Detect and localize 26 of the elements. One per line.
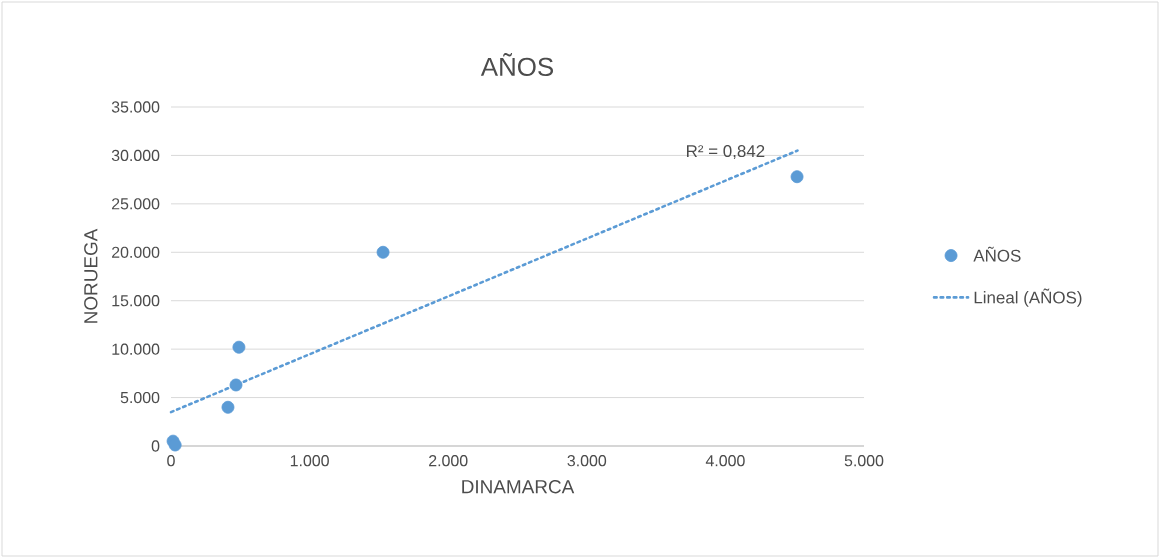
legend-label: Lineal (AÑOS)	[974, 288, 1082, 307]
x-tick-label: 0	[167, 455, 175, 467]
x-tick-label: 4.000	[705, 455, 745, 467]
x-axis-title: DINAMARCA	[462, 480, 575, 494]
point	[168, 438, 182, 452]
x-tick-label: 1.000	[290, 455, 329, 467]
y-axis-title: NORUEGA	[84, 228, 98, 323]
x-tick-label: 3.000	[567, 455, 607, 467]
chart-title: AÑOS	[480, 53, 554, 76]
point	[376, 245, 390, 259]
y-tick-label: 15.000	[112, 295, 160, 307]
legend-label: AÑOS	[973, 246, 1021, 262]
y-tick-label: 30.000	[111, 149, 160, 162]
y-tick-label: 35.000	[111, 101, 160, 113]
x-tick-label: 5.000	[844, 455, 884, 467]
y-tick-label: 25.000	[112, 198, 160, 210]
point	[221, 400, 235, 414]
annotation: R² = 0,842	[687, 145, 765, 160]
y-tick-label: 20.000	[112, 246, 160, 258]
y-tick-label: 5.000	[120, 391, 160, 404]
point	[229, 378, 243, 392]
y-tick-label: 0	[151, 440, 160, 452]
point	[790, 170, 804, 184]
y-tick-label: 10.000	[112, 343, 160, 355]
x-tick-label: 2.000	[429, 455, 468, 467]
point	[232, 340, 246, 354]
